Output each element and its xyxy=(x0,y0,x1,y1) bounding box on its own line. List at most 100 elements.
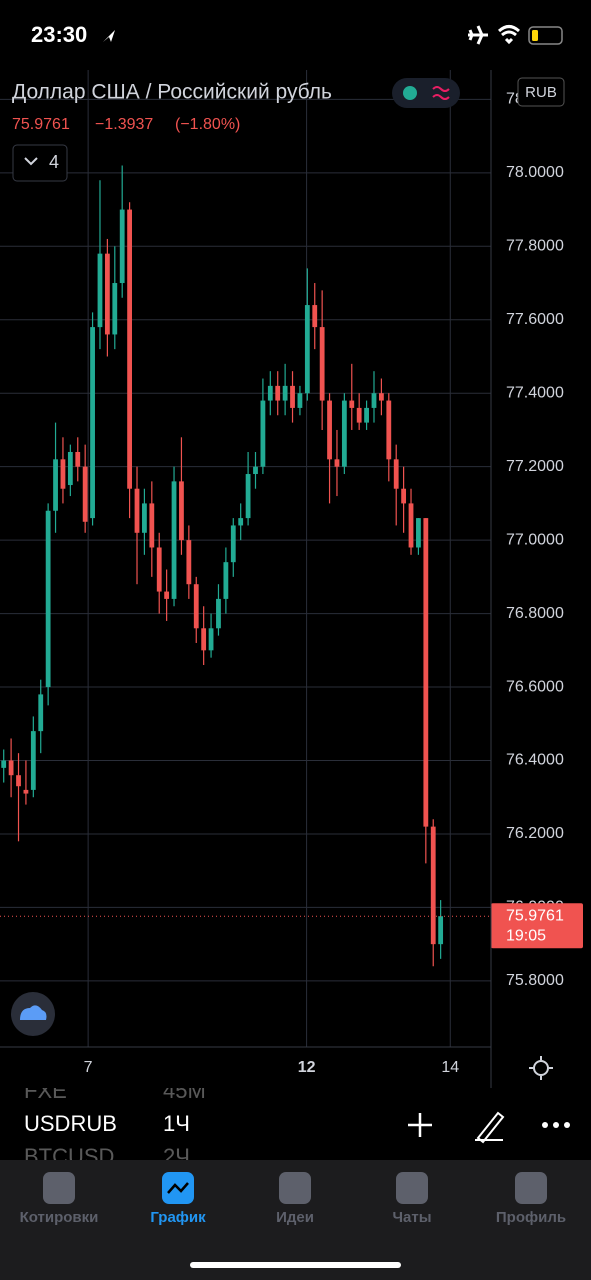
toolbar-interval: 2Ч xyxy=(163,1144,190,1169)
wifi-icon xyxy=(497,25,521,45)
more-button[interactable] xyxy=(542,1122,570,1128)
candle-body xyxy=(238,518,244,526)
market-status[interactable] xyxy=(392,78,460,108)
candle-body xyxy=(275,385,281,401)
candle-body xyxy=(378,393,384,401)
candle-body xyxy=(327,400,332,460)
candle-body xyxy=(253,466,258,475)
symbol-title: Доллар США / Российский рубль xyxy=(12,81,332,104)
candle-body xyxy=(393,459,399,489)
draw-button[interactable] xyxy=(475,1111,505,1144)
battery-level xyxy=(532,30,538,41)
candle-body xyxy=(282,385,288,401)
candle-body xyxy=(16,775,21,787)
candle-body xyxy=(179,481,184,541)
indicator-count: 4 xyxy=(49,152,59,172)
candle-body xyxy=(267,385,273,401)
candle-body xyxy=(349,400,355,408)
candle-body xyxy=(67,451,73,486)
price-change-pct: (−1.80%) xyxy=(175,116,240,133)
candle-body xyxy=(142,503,147,533)
candle-body xyxy=(371,393,377,408)
x-tick-label: 7 xyxy=(84,1059,93,1076)
location-icon xyxy=(103,30,115,42)
add-button[interactable] xyxy=(408,1113,432,1137)
toolbar-interval: 45М xyxy=(163,1078,206,1103)
candle-body xyxy=(149,503,155,548)
tab-label: Котировки xyxy=(20,1209,99,1226)
clock: 23:30 xyxy=(31,22,87,47)
candle-body xyxy=(186,540,192,585)
x-tick-label: 12 xyxy=(298,1059,316,1076)
y-tick-label: 77.0000 xyxy=(506,531,564,548)
candle-body xyxy=(193,584,199,629)
candle-body xyxy=(386,400,392,460)
candle-body xyxy=(23,789,29,794)
price-change: −1.3937 xyxy=(95,116,153,133)
candle-body xyxy=(416,518,421,548)
tab-icon[interactable] xyxy=(515,1172,547,1204)
tab-glyph xyxy=(167,1182,189,1194)
candle-body xyxy=(364,407,369,423)
candle-body xyxy=(164,591,170,599)
candle-body xyxy=(319,327,325,401)
status-dot xyxy=(403,86,417,100)
candle-body xyxy=(45,510,51,688)
home-indicator xyxy=(190,1262,401,1268)
candle-body xyxy=(201,628,207,651)
delay-icon xyxy=(432,86,450,100)
tab-label: График xyxy=(150,1209,206,1226)
candle-body xyxy=(312,305,318,328)
settings-ring xyxy=(533,1060,549,1076)
last-price-label: 75.9761 xyxy=(506,907,564,924)
y-tick-label: 78.0000 xyxy=(506,164,564,181)
toolbar-symbol: USDRUB xyxy=(24,1111,117,1136)
logo-icon xyxy=(20,1005,47,1020)
candle-body xyxy=(230,525,236,563)
toolbar-symbol: BTCUSD xyxy=(24,1144,114,1169)
currency-button[interactable] xyxy=(517,77,565,107)
candle-body xyxy=(356,407,362,423)
tabs: Котировки График Идеи Чаты Профиль xyxy=(20,1172,566,1226)
last-price: 75.9761 xyxy=(12,116,70,133)
countdown: 19:05 xyxy=(506,927,546,944)
candle-body xyxy=(30,731,36,790)
tab-icon[interactable] xyxy=(396,1172,428,1204)
battery xyxy=(528,26,563,45)
last-price-box xyxy=(491,903,583,949)
y-tick-label: 76.8000 xyxy=(506,605,564,622)
tab-label: Профиль xyxy=(496,1209,566,1226)
candle-body xyxy=(430,826,436,945)
y-tick-label: 76.6000 xyxy=(506,678,564,695)
settings-icon[interactable] xyxy=(529,1056,553,1080)
candle-body xyxy=(104,253,110,335)
candle-body xyxy=(341,400,347,467)
candle-body xyxy=(53,459,58,511)
tab-label: Чаты xyxy=(392,1209,431,1226)
candle-body xyxy=(216,598,221,629)
candle-body xyxy=(260,400,266,467)
y-tick-label: 77.2000 xyxy=(506,458,564,475)
candle-body xyxy=(438,916,444,945)
candles xyxy=(1,165,444,967)
candle-body xyxy=(1,760,7,768)
airplane-icon xyxy=(468,25,488,45)
candle-body xyxy=(82,466,88,522)
indicators-toggle[interactable] xyxy=(12,144,68,182)
candle-body xyxy=(423,518,429,827)
tab-icon[interactable] xyxy=(279,1172,311,1204)
candle-body xyxy=(60,459,66,489)
candle-body xyxy=(208,628,214,651)
candle-body xyxy=(8,760,14,776)
candle-body xyxy=(134,488,140,533)
candle-body xyxy=(245,474,251,519)
tab-icon[interactable] xyxy=(43,1172,75,1204)
candle-body xyxy=(119,209,125,284)
y-tick-label: 77.6000 xyxy=(506,311,564,328)
toolbar: FXE 45М USDRUB 1Ч BTCUSD 2Ч xyxy=(24,1078,206,1169)
candle-body xyxy=(127,209,133,489)
candle-body xyxy=(401,488,407,504)
candle-body xyxy=(38,694,44,732)
